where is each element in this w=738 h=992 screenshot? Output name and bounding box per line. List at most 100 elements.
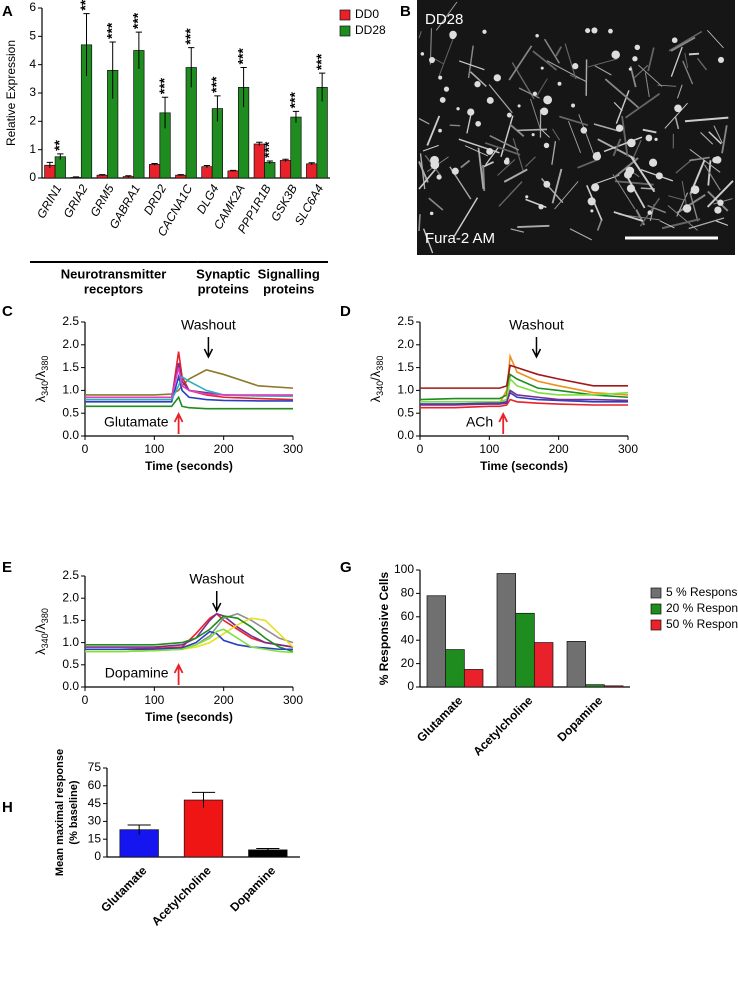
trace — [85, 375, 294, 401]
bar — [603, 685, 624, 688]
cell-body — [456, 107, 460, 111]
cell-body — [486, 96, 494, 104]
error-bar — [151, 163, 158, 166]
bar — [533, 642, 554, 688]
cell-body — [543, 95, 553, 105]
significance: *** — [130, 12, 146, 29]
cell-body — [429, 211, 434, 216]
cell-body — [585, 28, 591, 34]
significance: *** — [313, 53, 329, 70]
y-tick-label: 3 — [29, 85, 36, 99]
washout-arrow — [212, 591, 222, 613]
cell-body — [714, 206, 722, 214]
cell-body — [525, 195, 529, 199]
error-bar — [57, 153, 64, 160]
fiber — [568, 121, 581, 153]
fiber — [708, 131, 722, 145]
cell-body — [634, 44, 641, 51]
bar — [54, 156, 66, 179]
legend-label: 5 % Response — [666, 585, 738, 599]
bar — [515, 612, 535, 688]
x-axis-label: Time (seconds) — [145, 710, 233, 724]
y-tick-label: 80 — [401, 586, 415, 600]
cell-body — [451, 167, 459, 175]
fiber — [661, 218, 701, 230]
group-label: Neurotransmitter — [61, 266, 166, 281]
error-bar — [125, 175, 132, 178]
fiber — [667, 205, 698, 231]
y-tick-label: 1.5 — [62, 360, 79, 374]
fiber — [488, 84, 513, 114]
fiber — [438, 34, 456, 77]
bar — [290, 116, 302, 179]
x-tick-label: GRIA2 — [60, 182, 90, 220]
error-bar — [188, 47, 195, 88]
fiber — [498, 181, 523, 207]
fiber — [482, 164, 486, 191]
legend-swatch — [650, 619, 662, 631]
cell-body — [626, 184, 635, 193]
trace — [85, 615, 294, 653]
fiber — [453, 197, 479, 237]
cell-body — [714, 156, 722, 164]
cell-body — [557, 81, 562, 86]
cell-body — [717, 56, 725, 63]
significance: *** — [182, 28, 198, 45]
x-tick-label: 0 — [82, 693, 89, 707]
cell-body — [628, 67, 632, 71]
stimulus-label: Glutamate — [104, 414, 169, 430]
error-bar — [240, 67, 247, 108]
bar — [566, 641, 587, 688]
bar — [201, 166, 213, 179]
cell-body — [615, 124, 624, 132]
y-tick-label: 45 — [88, 796, 102, 810]
group-label: Synaptic — [196, 266, 250, 281]
fiber — [612, 138, 622, 157]
image-label: Fura-2 AM — [425, 230, 495, 247]
x-tick-label: 200 — [214, 693, 234, 707]
cell-body — [428, 57, 436, 64]
y-tick-label: 4 — [29, 57, 36, 71]
fiber — [713, 125, 723, 144]
image-panel: B DD28 Fura-2 AM — [400, 0, 735, 255]
cell-body — [627, 138, 636, 148]
fiber — [578, 114, 594, 154]
x-tick-label: 300 — [618, 442, 638, 456]
y-axis-label: λ340/λ380 — [33, 356, 50, 403]
y-tick-label: 1.0 — [62, 635, 79, 649]
cell-body — [671, 37, 678, 44]
legend-swatch — [339, 9, 351, 21]
fiber — [512, 138, 525, 173]
fiber — [532, 50, 557, 71]
cell-body — [590, 209, 594, 213]
error-bar — [83, 13, 90, 76]
error-bar — [191, 791, 216, 808]
trace — [419, 373, 629, 401]
fiber — [647, 47, 655, 72]
cell-body — [439, 96, 446, 103]
trace — [420, 398, 628, 409]
fiber — [688, 52, 700, 56]
fiber — [706, 180, 734, 208]
cell-body — [591, 183, 600, 192]
fiber — [426, 115, 441, 146]
fiber — [621, 115, 629, 157]
fiber — [435, 1, 458, 31]
fiber — [540, 128, 550, 138]
fiber — [638, 64, 663, 87]
fiber — [634, 64, 649, 79]
error-bar — [46, 161, 53, 169]
fiber — [469, 71, 487, 87]
cell-body — [611, 50, 620, 60]
y-tick-label: 1.0 — [62, 383, 79, 397]
x-tick-label: 100 — [479, 442, 499, 456]
x-tick-label: Acetylcholine — [149, 863, 214, 928]
fiber — [721, 125, 728, 154]
fiber — [596, 219, 603, 231]
bar — [496, 573, 517, 688]
bar — [585, 684, 605, 688]
y-axis-label-part: 380 — [375, 356, 385, 371]
washout-arrow — [531, 337, 542, 359]
group-label: proteins — [263, 281, 314, 296]
